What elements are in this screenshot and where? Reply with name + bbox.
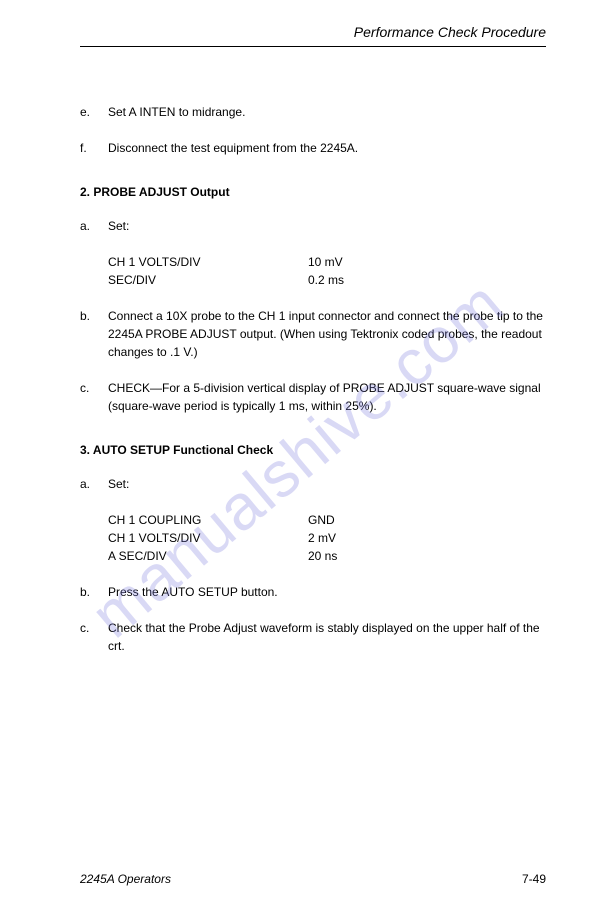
list-text: Disconnect the test equipment from the 2…: [108, 139, 546, 157]
list-text: Check that the Probe Adjust waveform is …: [108, 619, 546, 655]
header-title: Performance Check Procedure: [354, 24, 546, 40]
list-marker: b.: [80, 583, 108, 601]
list-item: b. Connect a 10X probe to the CH 1 input…: [80, 307, 546, 361]
list-item: c. Check that the Probe Adjust waveform …: [80, 619, 546, 655]
list-marker: a.: [80, 475, 108, 493]
list-marker: c.: [80, 379, 108, 415]
settings-value: 20 ns: [308, 547, 546, 565]
settings-row: A SEC/DIV 20 ns: [108, 547, 546, 565]
settings-value: 10 mV: [308, 253, 546, 271]
footer-left: 2245A Operators: [80, 872, 171, 886]
list-marker: a.: [80, 217, 108, 235]
page-header: Performance Check Procedure: [80, 24, 546, 47]
list-text: Connect a 10X probe to the CH 1 input co…: [108, 307, 546, 361]
footer-page-number: 7-49: [522, 872, 546, 886]
settings-table: CH 1 VOLTS/DIV 10 mV SEC/DIV 0.2 ms: [108, 253, 546, 289]
list-text: Set:: [108, 217, 546, 235]
settings-value: GND: [308, 511, 546, 529]
list-item: f. Disconnect the test equipment from th…: [80, 139, 546, 157]
settings-row: CH 1 VOLTS/DIV 10 mV: [108, 253, 546, 271]
list-text: Press the AUTO SETUP button.: [108, 583, 546, 601]
list-marker: b.: [80, 307, 108, 361]
settings-row: CH 1 VOLTS/DIV 2 mV: [108, 529, 546, 547]
list-marker: c.: [80, 619, 108, 655]
list-item: e. Set A INTEN to midrange.: [80, 103, 546, 121]
settings-row: SEC/DIV 0.2 ms: [108, 271, 546, 289]
settings-value: 2 mV: [308, 529, 546, 547]
settings-label: CH 1 VOLTS/DIV: [108, 529, 308, 547]
list-text: Set A INTEN to midrange.: [108, 103, 546, 121]
list-text: Set:: [108, 475, 546, 493]
settings-label: SEC/DIV: [108, 271, 308, 289]
settings-label: CH 1 COUPLING: [108, 511, 308, 529]
settings-label: CH 1 VOLTS/DIV: [108, 253, 308, 271]
settings-table: CH 1 COUPLING GND CH 1 VOLTS/DIV 2 mV A …: [108, 511, 546, 565]
list-item: a. Set:: [80, 217, 546, 235]
list-item: b. Press the AUTO SETUP button.: [80, 583, 546, 601]
settings-label: A SEC/DIV: [108, 547, 308, 565]
list-item: a. Set:: [80, 475, 546, 493]
page-footer: 2245A Operators 7-49: [80, 872, 546, 886]
settings-row: CH 1 COUPLING GND: [108, 511, 546, 529]
list-text: CHECK—For a 5-division vertical display …: [108, 379, 546, 415]
list-marker: e.: [80, 103, 108, 121]
list-marker: f.: [80, 139, 108, 157]
list-item: c. CHECK—For a 5-division vertical displ…: [80, 379, 546, 415]
section-heading: 3. AUTO SETUP Functional Check: [80, 443, 546, 457]
section-heading: 2. PROBE ADJUST Output: [80, 185, 546, 199]
page-container: manualshive.com Performance Check Proced…: [0, 0, 594, 918]
settings-value: 0.2 ms: [308, 271, 546, 289]
